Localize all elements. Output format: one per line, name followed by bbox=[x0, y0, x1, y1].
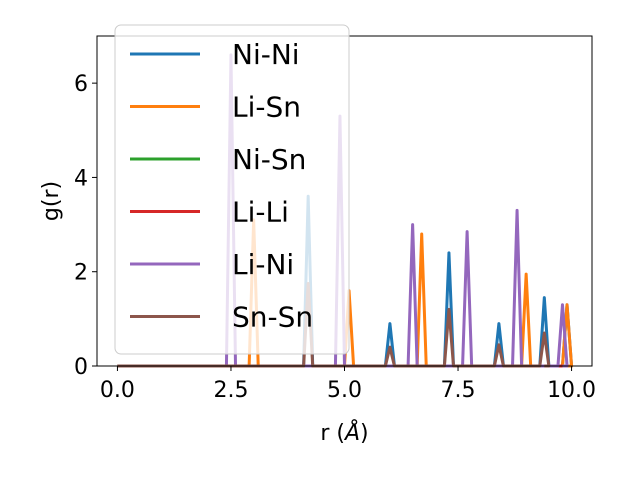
legend-label-sn-sn: Sn-Sn bbox=[232, 301, 313, 334]
legend-label-li-ni: Li-Ni bbox=[232, 248, 294, 281]
tick-layer: 0.0 2.5 5.0 7.5 10.0 0 2 4 6 bbox=[74, 72, 596, 403]
x-tick-label: 2.5 bbox=[213, 378, 248, 403]
legend-label-ni-sn: Ni-Sn bbox=[232, 143, 306, 176]
y-tick-label: 2 bbox=[74, 261, 88, 286]
y-axis-label: g(r) bbox=[39, 181, 64, 221]
x-tick-label: 5.0 bbox=[327, 378, 362, 403]
legend-label-li-li: Li-Li bbox=[232, 196, 289, 229]
y-tick-label: 0 bbox=[74, 355, 88, 380]
x-tick-label: 10.0 bbox=[547, 378, 596, 403]
legend-label-li-sn: Li-Sn bbox=[232, 91, 301, 124]
legend: Ni-Ni Li-Sn Ni-Sn Li-Li Li-Ni Sn-Sn bbox=[114, 24, 350, 355]
y-tick-label: 6 bbox=[74, 72, 88, 97]
legend-label-ni-ni: Ni-Ni bbox=[232, 38, 300, 71]
x-axis-label: r (Å) bbox=[320, 419, 368, 446]
x-tick-label: 0.0 bbox=[100, 378, 135, 403]
y-tick-label: 4 bbox=[74, 166, 88, 191]
x-tick-label: 7.5 bbox=[441, 378, 476, 403]
